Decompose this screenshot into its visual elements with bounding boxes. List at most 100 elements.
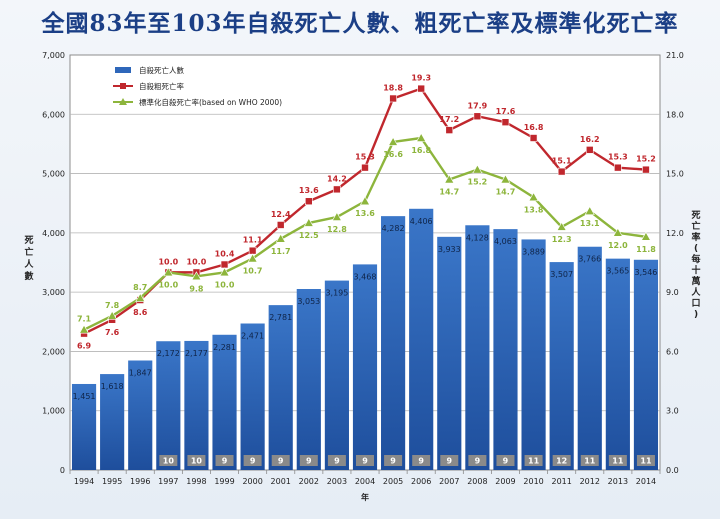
line-point xyxy=(135,292,146,302)
line-point xyxy=(585,146,594,154)
bar xyxy=(184,340,209,470)
y-left-tick-label: 0 xyxy=(60,466,65,475)
rank-badge xyxy=(187,455,206,466)
bar-value-label: 2,281 xyxy=(213,343,236,352)
bar-value-label: 3,766 xyxy=(578,255,601,264)
rank-badge-label: 9 xyxy=(503,457,509,466)
line-data-label: 10.0 xyxy=(158,257,178,266)
bar xyxy=(549,262,574,470)
line-data-label: 11.1 xyxy=(243,236,263,245)
line-point xyxy=(529,134,538,142)
bar xyxy=(212,334,237,470)
line-point xyxy=(191,271,202,281)
rank-badge-label: 9 xyxy=(362,457,368,466)
line-data-label: 8.7 xyxy=(133,283,147,292)
rank-badge xyxy=(580,455,599,466)
line-data-label: 9.8 xyxy=(189,284,204,293)
rank-badge xyxy=(299,455,318,466)
bar xyxy=(633,259,659,470)
y-right-tick-label: 6.0 xyxy=(666,347,679,356)
line-data-label: 15.2 xyxy=(636,155,656,164)
bar xyxy=(324,280,349,470)
rank-badge xyxy=(384,455,403,466)
line-point xyxy=(528,192,539,202)
rank-badge-label: 9 xyxy=(222,457,228,466)
line-data-label: 13.1 xyxy=(580,219,600,228)
x-tick-label: 1996 xyxy=(130,477,150,486)
rank-badge xyxy=(608,455,627,466)
rank-badge-label: 10 xyxy=(191,457,203,466)
line-data-label: 12.3 xyxy=(552,235,572,244)
x-tick-label: 2007 xyxy=(439,477,459,486)
rank-badge-label: 9 xyxy=(446,457,452,466)
rank-badge xyxy=(412,455,431,466)
rank-badge xyxy=(327,455,346,466)
bar-value-label: 2,781 xyxy=(269,313,292,322)
bar xyxy=(409,208,434,470)
x-tick-label: 2013 xyxy=(608,477,628,486)
x-tick-label: 2010 xyxy=(523,477,543,486)
line-point xyxy=(305,197,313,206)
line-data-label: 12.5 xyxy=(299,231,319,240)
line-point xyxy=(556,221,567,231)
line-data-label: 16.2 xyxy=(580,135,600,144)
x-tick-label: 1995 xyxy=(102,477,122,486)
line-point xyxy=(79,324,90,334)
rank-badge xyxy=(552,455,571,466)
x-tick-label: 2012 xyxy=(580,477,600,486)
rank-badge xyxy=(496,455,515,466)
rank-badge-label: 11 xyxy=(612,457,624,466)
bar xyxy=(605,258,630,470)
legend-marker xyxy=(119,98,127,105)
line-point xyxy=(275,233,286,243)
y-left-axis-title: 死亡人數 xyxy=(23,235,34,282)
line-data-label: 12.0 xyxy=(608,241,628,250)
bar xyxy=(71,383,97,470)
x-tick-label: 2002 xyxy=(299,477,319,486)
x-tick-label: 2003 xyxy=(327,477,347,486)
line-point xyxy=(642,165,650,174)
line-point xyxy=(612,227,623,237)
y-left-tick-label: 2,000 xyxy=(42,347,65,356)
line-point xyxy=(389,94,397,103)
y-right-tick-label: 15.0 xyxy=(666,170,684,179)
x-tick-label: 2001 xyxy=(271,477,291,486)
line-data-label: 16.6 xyxy=(383,150,403,159)
y-left-tick-label: 7,000 xyxy=(42,51,65,60)
y-left-tick-label: 6,000 xyxy=(42,110,65,119)
bar xyxy=(296,289,321,470)
bar xyxy=(240,323,265,470)
line-data-label: 13.6 xyxy=(355,209,375,218)
y-right-tick-label: 3.0 xyxy=(666,407,679,416)
legend-label: 自殺粗死亡率 xyxy=(139,81,184,91)
rank-badge-label: 11 xyxy=(640,457,652,466)
bar xyxy=(493,229,518,470)
line-data-label: 13.8 xyxy=(524,205,544,214)
bar-value-label: 2,172 xyxy=(157,349,180,358)
rank-badge-label: 9 xyxy=(418,457,424,466)
line-point xyxy=(584,206,595,215)
line-data-label: 17.2 xyxy=(439,115,459,124)
bar xyxy=(156,341,181,470)
line-point xyxy=(361,163,369,172)
rank-badge xyxy=(468,455,487,466)
bar xyxy=(465,225,490,470)
bar xyxy=(381,216,406,470)
line-point xyxy=(501,118,510,126)
rank-badge xyxy=(159,455,178,466)
rank-badge-label: 9 xyxy=(250,457,256,466)
bar-value-label: 3,889 xyxy=(522,247,545,256)
bar-value-label: 3,933 xyxy=(438,245,461,254)
line-point xyxy=(220,260,229,269)
bar-value-label: 1,451 xyxy=(73,392,96,401)
rank-badge-label: 11 xyxy=(528,457,540,466)
y-left-tick-label: 4,000 xyxy=(42,229,65,238)
rank-badge xyxy=(636,455,655,466)
line-point xyxy=(417,84,425,93)
chart-title: 全國83年至103年自殺死亡人數、粗死亡率及標準化死亡率 xyxy=(41,10,679,37)
line-data-label: 16.8 xyxy=(524,123,544,132)
line-point xyxy=(557,167,566,176)
rank-badge xyxy=(215,455,234,466)
